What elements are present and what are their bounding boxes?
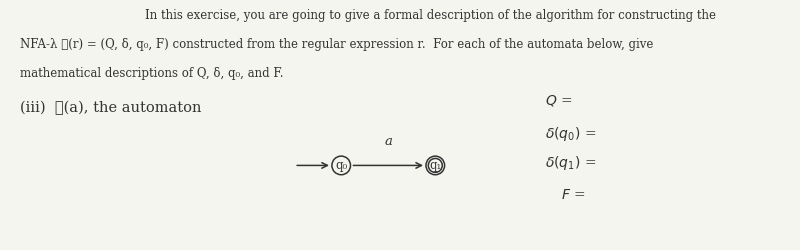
Text: q₀: q₀ <box>335 159 347 172</box>
Text: $\delta(q_1)$ =: $\delta(q_1)$ = <box>545 154 596 172</box>
Text: $F$ =: $F$ = <box>561 188 586 202</box>
Text: NFA-λ 𝓜(r) = (Q, δ, q₀, F) constructed from the regular expression r.  For each : NFA-λ 𝓜(r) = (Q, δ, q₀, F) constructed f… <box>20 38 653 51</box>
Text: q₁: q₁ <box>429 159 442 172</box>
Text: $Q$ =: $Q$ = <box>545 93 573 108</box>
Text: (iii)  𝓜(a), the automaton: (iii) 𝓜(a), the automaton <box>20 100 202 115</box>
Text: In this exercise, you are going to give a formal description of the algorithm fo: In this exercise, you are going to give … <box>146 8 716 22</box>
Text: mathematical descriptions of Q, δ, q₀, and F.: mathematical descriptions of Q, δ, q₀, a… <box>20 68 283 80</box>
Text: a: a <box>384 135 392 148</box>
Text: $\delta(q_0)$ =: $\delta(q_0)$ = <box>545 124 596 142</box>
